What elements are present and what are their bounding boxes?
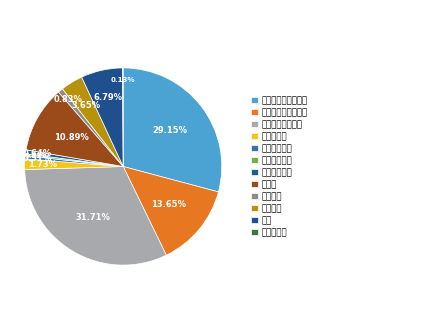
Text: 0.51%: 0.51% [22, 154, 52, 163]
Wedge shape [122, 68, 123, 166]
Text: 1.73%: 1.73% [28, 160, 57, 169]
Text: 29.15%: 29.15% [153, 126, 188, 135]
Wedge shape [25, 159, 123, 169]
Wedge shape [62, 77, 123, 166]
Wedge shape [25, 156, 123, 166]
Text: 0.13%: 0.13% [111, 77, 135, 83]
Text: 13.65%: 13.65% [151, 199, 186, 208]
Text: 6.79%: 6.79% [93, 93, 122, 102]
Wedge shape [59, 89, 123, 166]
Wedge shape [82, 68, 123, 166]
Text: 0.64%: 0.64% [23, 149, 52, 158]
Wedge shape [25, 166, 166, 265]
Text: 0.83%: 0.83% [54, 95, 82, 104]
Wedge shape [123, 68, 222, 192]
Text: 10.89%: 10.89% [54, 133, 89, 142]
Text: 31.71%: 31.71% [75, 212, 110, 221]
Wedge shape [25, 154, 123, 166]
Wedge shape [26, 92, 123, 166]
Text: 3.65%: 3.65% [72, 102, 101, 111]
Legend: 签就业协议形式就业, 签劳动合同形式就业, 其他录用形式就业, 应征义务兵, 国家基层项目, 地方基层项目, 其他地方基层, 待就业, 自主创业, 自由职业, : 签就业协议形式就业, 签劳动合同形式就业, 其他录用形式就业, 应征义务兵, 国… [251, 96, 308, 237]
Text: 0.32%: 0.32% [25, 153, 49, 159]
Wedge shape [123, 166, 219, 255]
Wedge shape [26, 150, 123, 166]
